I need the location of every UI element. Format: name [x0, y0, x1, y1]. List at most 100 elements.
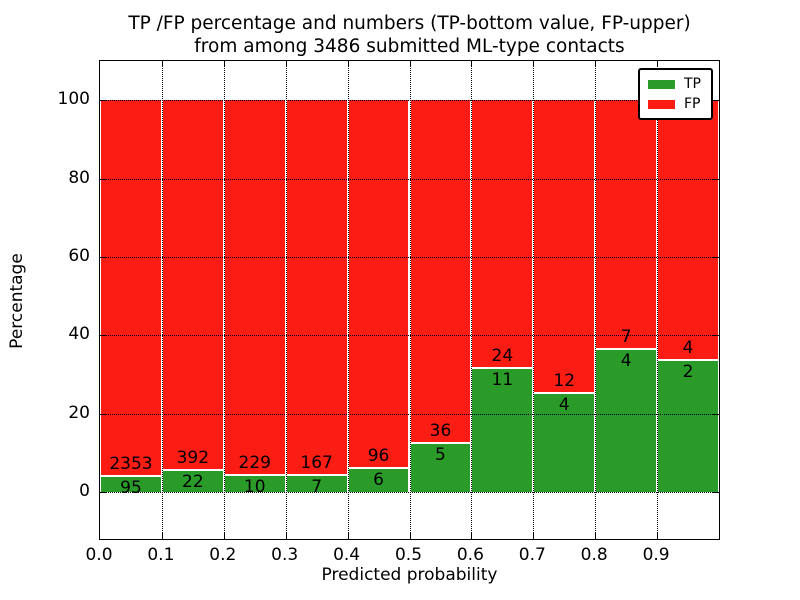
stacked-bar: [533, 100, 596, 492]
tp-count-label: 11: [491, 369, 514, 390]
x-tick: [223, 61, 225, 67]
tp-bar-segment: [472, 368, 533, 492]
fp-count-label: 167: [300, 453, 333, 474]
tp-swatch-icon: [648, 79, 675, 89]
x-tick: [595, 533, 597, 539]
fp-bar-segment: [534, 100, 595, 395]
tp-count-label: 6: [373, 469, 384, 490]
y-tick-label: 40: [68, 324, 90, 345]
x-tick: [409, 533, 411, 539]
tp-count-label: 4: [620, 350, 632, 371]
fp-bar-segment: [286, 100, 347, 477]
fp-bar-segment: [472, 100, 533, 369]
x-tick: [657, 533, 659, 539]
fp-count-label: 36: [429, 421, 452, 442]
x-tick: [471, 533, 473, 539]
y-tick: [100, 335, 106, 337]
stacked-bar: [657, 100, 719, 492]
v-gridline: [595, 61, 597, 539]
y-tick: [100, 413, 106, 415]
y-tick: [100, 100, 106, 102]
v-gridline: [657, 61, 659, 539]
chart-title-line2: from among 3486 submitted ML-type contac…: [194, 36, 625, 57]
legend-row-tp: TP: [648, 77, 701, 91]
x-tick-label: 0.6: [456, 545, 484, 565]
fp-count-label: 24: [491, 345, 514, 366]
x-tick: [533, 533, 535, 539]
x-tick: [471, 61, 473, 67]
x-tick-label: 0.5: [394, 545, 423, 565]
x-tick: [409, 61, 411, 67]
y-tick: [100, 491, 106, 493]
stacked-bar: [161, 100, 224, 492]
plot-area: 2353 95 392 22 229 10 167 7 96 6 36 5 24 11 12 4 7 4 4 2 TP…: [99, 60, 720, 540]
x-axis-label: Predicted probability: [321, 565, 498, 585]
x-tick-label: 0.9: [642, 545, 670, 565]
y-axis-label: Percentage: [7, 253, 27, 349]
x-tick: [657, 61, 659, 67]
legend: TP FP: [638, 68, 713, 120]
tp-count-label: 95: [120, 477, 142, 498]
x-tick: [285, 533, 287, 539]
y-tick: [713, 256, 719, 258]
x-tick: [347, 533, 349, 539]
tp-bar-segment: [162, 471, 223, 492]
x-tick: [161, 61, 163, 67]
x-tick: [285, 61, 287, 67]
v-gridline: [471, 61, 473, 539]
x-tick-label: 0.4: [333, 545, 361, 565]
y-tick-label: 100: [57, 89, 90, 110]
tp-bar-segment: [286, 476, 347, 492]
tp-bar-segment: [348, 468, 409, 492]
stacked-bar: [223, 100, 286, 492]
chart-title-line1: TP /FP percentage and numbers (TP-bottom…: [128, 13, 691, 34]
v-gridline: [347, 61, 349, 539]
fp-bar-segment: [224, 100, 285, 476]
y-tick: [713, 100, 719, 102]
fp-bar-segment: [348, 100, 409, 469]
fp-bar-segment: [596, 100, 657, 350]
v-gridline: [285, 61, 287, 539]
x-tick: [533, 61, 535, 67]
x-tick-label: 0.8: [580, 545, 608, 565]
stacked-bar: [347, 100, 410, 492]
legend-label-tp: TP: [684, 76, 701, 92]
y-tick-label: 60: [68, 245, 90, 266]
tp-bar-segment: [658, 361, 718, 492]
stacked-bar: [409, 100, 472, 492]
tp-count-label: 4: [558, 395, 570, 416]
plot-canvas: 2353 95 392 22 229 10 167 7 96 6 36 5 24 11 12 4 7 4 4 2: [100, 61, 719, 539]
x-tick-label: 0.0: [85, 545, 113, 565]
y-tick: [713, 413, 719, 415]
x-tick: [595, 61, 597, 67]
fp-count-label: 12: [553, 371, 576, 392]
stacked-bar: [471, 100, 534, 492]
v-gridline: [223, 61, 225, 539]
v-gridline: [409, 61, 411, 539]
tp-count-label: 7: [311, 477, 323, 498]
x-tick-label: 0.1: [147, 545, 175, 565]
stacked-bar: [595, 100, 658, 492]
tp-bar-segment: [224, 475, 285, 492]
y-tick: [100, 178, 106, 180]
x-tick-label: 0.7: [518, 545, 546, 565]
fp-count-label: 2353: [109, 453, 153, 474]
legend-label-fp: FP: [684, 96, 701, 112]
fp-bar-segment: [162, 100, 223, 472]
tp-bar-segment: [410, 444, 471, 492]
tp-bar-segment: [101, 476, 161, 492]
y-tick: [100, 256, 106, 258]
x-tick: [347, 61, 349, 67]
x-tick: [161, 533, 163, 539]
fp-bar-segment: [658, 100, 718, 362]
fp-bar-segment: [410, 100, 471, 445]
y-tick-label: 20: [68, 402, 90, 423]
v-gridline: [533, 61, 535, 539]
fp-swatch-icon: [648, 99, 675, 109]
tp-count-label: 10: [243, 476, 266, 497]
fp-bar-segment: [101, 100, 161, 477]
v-gridline: [161, 61, 163, 539]
tp-bar-segment: [534, 394, 595, 492]
fp-count-label: 96: [367, 445, 390, 466]
